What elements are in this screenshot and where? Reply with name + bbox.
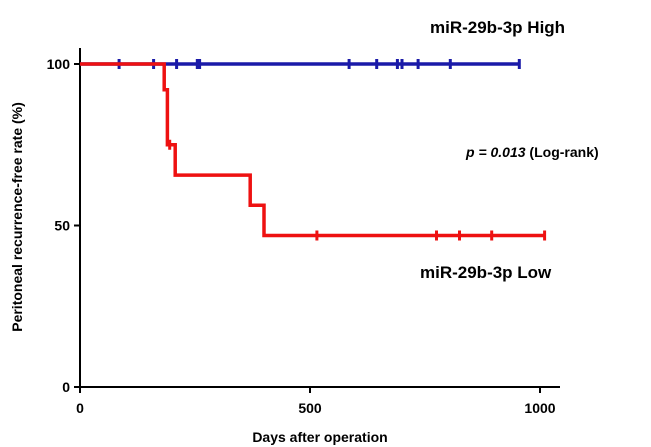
p-value-annotation: p = 0.013 (Log-rank) bbox=[465, 144, 599, 160]
x-axis-title: Days after operation bbox=[252, 429, 387, 445]
survival-curves bbox=[80, 59, 547, 241]
p-value-text: p = 0.013 bbox=[465, 144, 526, 160]
y-tick-label: 100 bbox=[47, 56, 71, 72]
y-tick-label: 0 bbox=[62, 379, 70, 395]
x-tick-label: 0 bbox=[76, 400, 84, 416]
y-tick-label: 50 bbox=[54, 218, 70, 234]
x-tick-label: 1000 bbox=[524, 400, 555, 416]
test-name-text: (Log-rank) bbox=[526, 144, 599, 160]
series-label-low: miR-29b-3p Low bbox=[420, 263, 552, 282]
series-label-high: miR-29b-3p High bbox=[430, 18, 565, 37]
series-line-low bbox=[80, 62, 545, 238]
axis-ticks: 0 500 1000 0 50 100 bbox=[47, 56, 556, 416]
y-axis-title: Peritoneal recurrence-free rate (%) bbox=[9, 102, 25, 332]
x-tick-label: 500 bbox=[298, 400, 322, 416]
